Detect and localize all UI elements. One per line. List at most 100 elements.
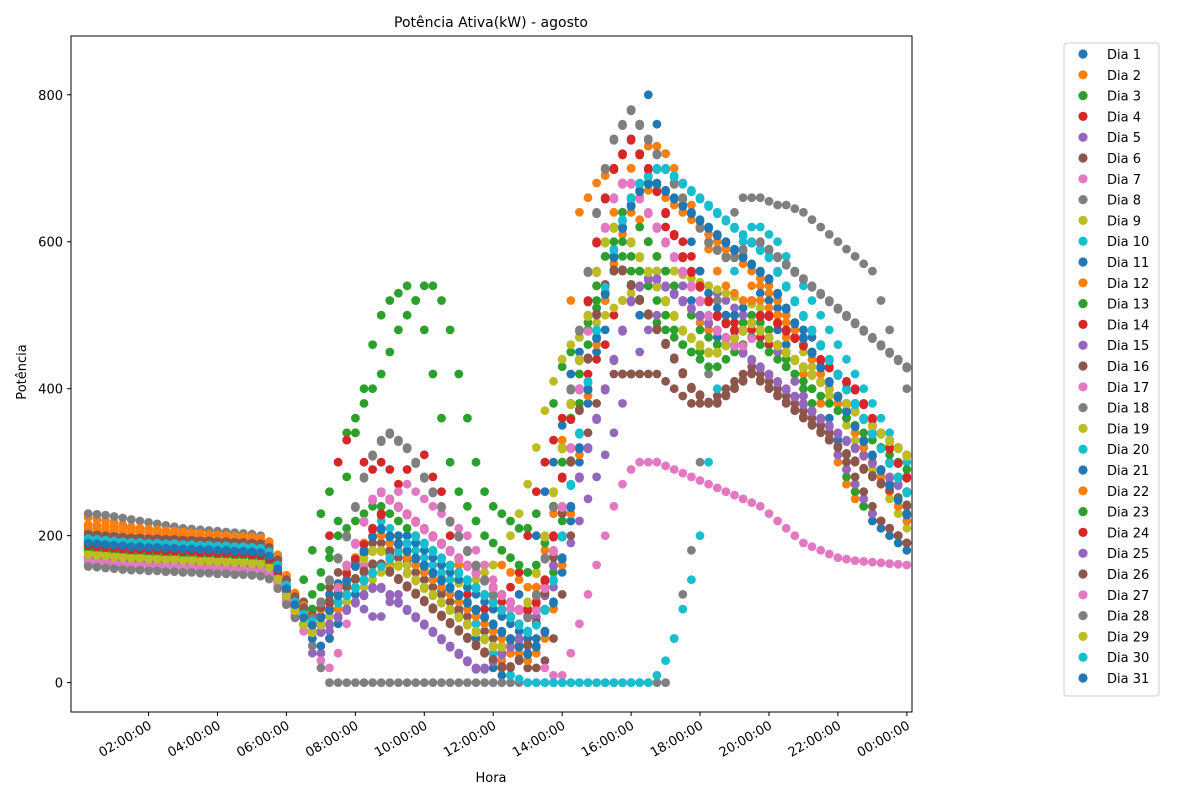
data-point: [618, 252, 627, 261]
data-point: [799, 363, 808, 373]
data-point: [747, 310, 757, 320]
data-point: [626, 135, 636, 145]
data-point: [583, 369, 593, 379]
legend-label: Dia 26: [1107, 568, 1149, 583]
data-point: [859, 501, 869, 511]
data-point: [669, 332, 679, 342]
data-point: [471, 665, 481, 674]
data-point: [635, 294, 645, 304]
data-point: [437, 540, 446, 549]
data-point: [678, 237, 688, 247]
data-point: [540, 545, 550, 555]
data-point: [368, 451, 377, 461]
data-point: [652, 324, 662, 333]
data-point: [764, 253, 774, 263]
data-point: [514, 590, 524, 599]
data-point: [635, 347, 645, 357]
legend-label: Dia 16: [1107, 360, 1149, 375]
data-point: [299, 613, 309, 623]
data-point: [850, 472, 860, 482]
data-point: [600, 224, 610, 233]
data-point: [738, 193, 748, 203]
data-point: [575, 207, 584, 217]
data-point: [437, 590, 446, 599]
data-point: [238, 558, 248, 568]
data-point: [454, 554, 464, 564]
data-point: [730, 382, 739, 392]
data-point: [342, 576, 352, 586]
data-point: [773, 341, 782, 351]
data-point: [454, 604, 464, 614]
data-point: [730, 288, 739, 298]
data-point: [721, 288, 731, 298]
series-dia-30: [83, 165, 912, 637]
data-point: [273, 564, 283, 574]
data-point: [178, 544, 188, 554]
legend-item: Dia 29: [1078, 630, 1149, 645]
data-point: [575, 444, 584, 454]
data-point: [359, 473, 369, 483]
legend-item: Dia 8: [1078, 194, 1141, 209]
data-point: [807, 542, 817, 552]
data-point: [600, 678, 610, 687]
data-point: [376, 612, 386, 621]
data-point: [497, 591, 507, 601]
data-point: [333, 613, 343, 623]
data-point: [523, 613, 533, 623]
data-point: [618, 479, 627, 489]
data-point: [394, 487, 403, 496]
data-point: [687, 282, 696, 292]
data-point: [712, 349, 722, 358]
data-point: [842, 457, 851, 467]
data-point: [738, 327, 748, 336]
data-point: [583, 399, 593, 408]
data-point: [531, 591, 541, 601]
data-point: [488, 560, 498, 570]
data-point: [902, 488, 912, 498]
data-point: [161, 543, 171, 553]
legend-item: Dia 14: [1078, 318, 1149, 333]
legend-marker: [1078, 569, 1088, 579]
data-point: [325, 545, 334, 555]
legend-marker: [1078, 631, 1088, 642]
data-point: [652, 275, 662, 285]
data-point: [833, 340, 843, 349]
data-point: [342, 678, 352, 687]
data-point: [807, 296, 817, 305]
data-point: [618, 327, 627, 336]
data-point: [359, 604, 369, 614]
data-point: [790, 376, 800, 386]
data-point: [807, 362, 817, 372]
data-point: [669, 353, 679, 363]
data-point: [506, 582, 515, 592]
data-point: [669, 231, 679, 241]
data-point: [531, 509, 541, 518]
data-point: [325, 663, 334, 673]
data-point: [626, 180, 636, 189]
data-point: [747, 319, 757, 329]
data-point: [514, 620, 524, 630]
legend-marker: [1078, 673, 1088, 683]
data-point: [850, 487, 860, 496]
data-point: [876, 444, 886, 454]
legend-item: Dia 30: [1078, 651, 1149, 666]
data-point: [531, 634, 541, 643]
legend-label: Dia 20: [1107, 443, 1149, 458]
data-point: [652, 187, 662, 197]
data-point: [428, 501, 438, 511]
data-point: [342, 472, 352, 482]
data-point: [747, 281, 757, 291]
data-point: [497, 509, 507, 518]
data-point: [678, 194, 688, 204]
data-point: [687, 187, 696, 197]
legend-item: Dia 21: [1078, 464, 1149, 479]
legend-marker: [1078, 278, 1088, 288]
data-point: [876, 413, 886, 423]
data-point: [445, 325, 455, 335]
data-point: [868, 557, 877, 567]
data-point: [419, 562, 429, 571]
data-point: [385, 554, 395, 564]
data-point: [488, 598, 498, 608]
data-point: [609, 246, 619, 256]
data-point: [755, 501, 765, 511]
